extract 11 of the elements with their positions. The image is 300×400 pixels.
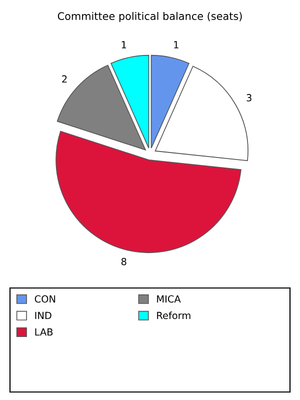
data-label: 1	[174, 41, 178, 48]
data-label: 1	[122, 41, 126, 48]
data-label: 2	[62, 75, 67, 83]
legend-label: Reform	[157, 312, 190, 320]
data-label: 8	[121, 258, 126, 266]
legend-label: IND	[35, 312, 52, 319]
legend-label: MICA	[157, 295, 181, 303]
legend-label: CON	[34, 295, 56, 303]
legend-label: LAB	[35, 328, 53, 336]
data-label: 3	[246, 94, 252, 102]
chart-title: Committee political balance (seats)	[58, 12, 242, 22]
